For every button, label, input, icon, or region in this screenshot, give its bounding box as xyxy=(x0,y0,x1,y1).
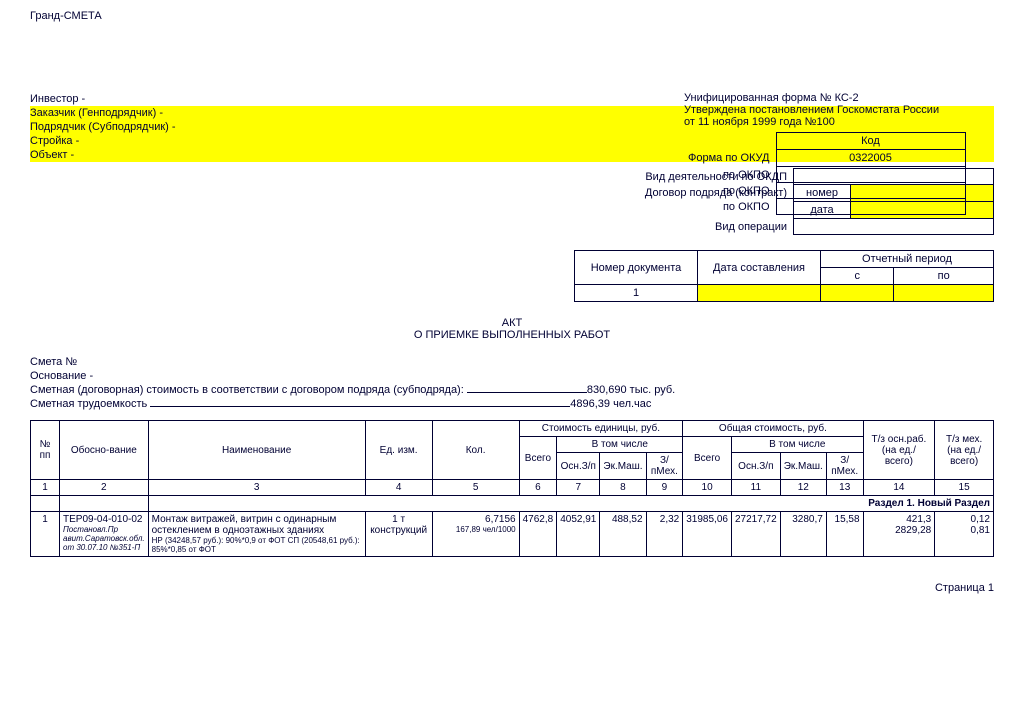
code-table: Код Форма по ОКУД0322005 по ОКПО по ОКПО… xyxy=(684,132,966,215)
approval-line: Утверждена постановлением Госкомстата Ро… xyxy=(684,104,994,116)
cell-obosn: ТЕР09-04-010-02Постановл.Пр авит.Саратов… xyxy=(60,512,149,557)
docdate-label: Дата составления xyxy=(698,251,821,285)
party-construction: Стройка - xyxy=(30,134,79,148)
operation-label: Вид операции xyxy=(639,219,794,235)
smeta-label: Смета № xyxy=(30,356,994,368)
party-contractor: Подрядчик (Субподрядчик) - xyxy=(30,120,176,134)
cell-8: 488,52 xyxy=(600,512,646,557)
col-kol: Кол. xyxy=(432,421,519,480)
col-vsego2: Всего xyxy=(683,437,732,480)
code-value xyxy=(776,183,965,199)
cell-n: 1 xyxy=(31,512,60,557)
party-object: Объект - xyxy=(30,148,74,162)
colnum: 6 xyxy=(519,480,557,496)
code-header: Код xyxy=(776,133,965,150)
code-label: по ОКПО xyxy=(684,199,776,215)
party-investor: Инвестор - xyxy=(30,92,85,106)
col-tz-osn: Т/з осн.раб. (на ед./ всего) xyxy=(863,421,935,480)
col-osn2: Осн.З/п xyxy=(731,453,780,480)
col-np: № пп xyxy=(31,421,60,480)
docnum-value: 1 xyxy=(575,285,698,302)
cell-ed: 1 т конструкций xyxy=(365,512,432,557)
col-name: Наименование xyxy=(148,421,365,480)
section-title: Раздел 1. Новый Раздел xyxy=(148,496,993,512)
header-region: Унифицированная форма № КС-2 Утверждена … xyxy=(30,92,994,235)
col-osn: Осн.З/п xyxy=(557,453,600,480)
colnum: 2 xyxy=(60,480,149,496)
col-vtom: В том числе xyxy=(557,437,683,453)
basis-label: Основание - xyxy=(30,370,994,382)
code-value xyxy=(776,199,965,215)
cell-15: 0,120,81 xyxy=(935,512,994,557)
operation-value xyxy=(794,219,994,235)
colnum-row: 1 2 3 4 5 6 7 8 9 10 11 12 13 14 15 xyxy=(31,480,994,496)
col-obosn: Обосно-вание xyxy=(60,421,149,480)
cell-kol: 6,7156167,89 чел/1000 xyxy=(432,512,519,557)
approval-block: Унифицированная форма № КС-2 Утверждена … xyxy=(684,92,994,215)
colnum: 15 xyxy=(935,480,994,496)
docnum-label: Номер документа xyxy=(575,251,698,285)
colnum: 7 xyxy=(557,480,600,496)
col-totalcost: Общая стоимость, руб. xyxy=(683,421,863,437)
main-table: № пп Обосно-вание Наименование Ед. изм. … xyxy=(30,420,994,557)
cell-6: 4762,8 xyxy=(519,512,557,557)
app-title: Гранд-СМЕТА xyxy=(30,10,994,22)
colnum: 13 xyxy=(826,480,863,496)
period-to-label: по xyxy=(894,268,994,285)
colnum: 4 xyxy=(365,480,432,496)
period-to-value xyxy=(894,285,994,302)
cell-12: 3280,7 xyxy=(780,512,826,557)
colnum: 11 xyxy=(731,480,780,496)
colnum: 9 xyxy=(646,480,683,496)
col-ekm: Эк.Маш. xyxy=(600,453,646,480)
col-unitcost: Стоимость единицы, руб. xyxy=(519,421,683,437)
code-label: Форма по ОКУД xyxy=(684,150,776,167)
cell-9: 2,32 xyxy=(646,512,683,557)
period-from-value xyxy=(821,285,894,302)
cell-13: 15,58 xyxy=(826,512,863,557)
period-from-label: с xyxy=(821,268,894,285)
labor-label: Сметная трудоемкость xyxy=(30,398,147,410)
cell-11: 27217,72 xyxy=(731,512,780,557)
doc-title-line2: О ПРИЕМКЕ ВЫПОЛНЕННЫХ РАБОТ xyxy=(30,329,994,341)
colnum: 3 xyxy=(148,480,365,496)
approval-line: от 11 ноября 1999 года №100 xyxy=(684,116,994,128)
cell-name: Монтаж витражей, витрин с одинарным осте… xyxy=(148,512,365,557)
code-label: по ОКПО xyxy=(684,167,776,183)
section-row: Раздел 1. Новый Раздел xyxy=(31,496,994,512)
colnum: 10 xyxy=(683,480,732,496)
code-label: по ОКПО xyxy=(684,183,776,199)
labor-value: 4896,39 чел.час xyxy=(570,398,651,410)
party-customer: Заказчик (Генподрядчик) - xyxy=(30,106,163,120)
code-value: 0322005 xyxy=(776,150,965,167)
doc-title-line1: АКТ xyxy=(30,317,994,329)
cost-label: Сметная (договорная) стоимость в соответ… xyxy=(30,384,464,396)
colnum: 12 xyxy=(780,480,826,496)
cell-7: 4052,91 xyxy=(557,512,600,557)
colnum: 5 xyxy=(432,480,519,496)
col-vsego: Всего xyxy=(519,437,557,480)
col-zpm2: З/пМех. xyxy=(826,453,863,480)
colnum: 14 xyxy=(863,480,935,496)
period-label: Отчетный период xyxy=(821,251,994,268)
cell-14: 421,32829,28 xyxy=(863,512,935,557)
cell-10: 31985,06 xyxy=(683,512,732,557)
data-row: 1 ТЕР09-04-010-02Постановл.Пр авит.Сарат… xyxy=(31,512,994,557)
col-ekm2: Эк.Маш. xyxy=(780,453,826,480)
docdate-value xyxy=(698,285,821,302)
meta-lines: Смета № Основание - Сметная (договорная)… xyxy=(30,356,994,410)
cost-value: 830,690 тыс. руб. xyxy=(587,384,675,396)
colnum: 8 xyxy=(600,480,646,496)
col-ed: Ед. изм. xyxy=(365,421,432,480)
colnum: 1 xyxy=(31,480,60,496)
col-tz-mex: Т/з мех. (на ед./ всего) xyxy=(935,421,994,480)
col-vtom2: В том числе xyxy=(731,437,863,453)
approval-line: Унифицированная форма № КС-2 xyxy=(684,92,994,104)
doc-title: АКТ О ПРИЕМКЕ ВЫПОЛНЕННЫХ РАБОТ xyxy=(30,317,994,341)
code-value xyxy=(776,167,965,183)
col-zpm: З/пМех. xyxy=(646,453,683,480)
docmeta-table: Номер документа Дата составления Отчетны… xyxy=(574,250,994,302)
page-number: Страница 1 xyxy=(30,582,994,594)
